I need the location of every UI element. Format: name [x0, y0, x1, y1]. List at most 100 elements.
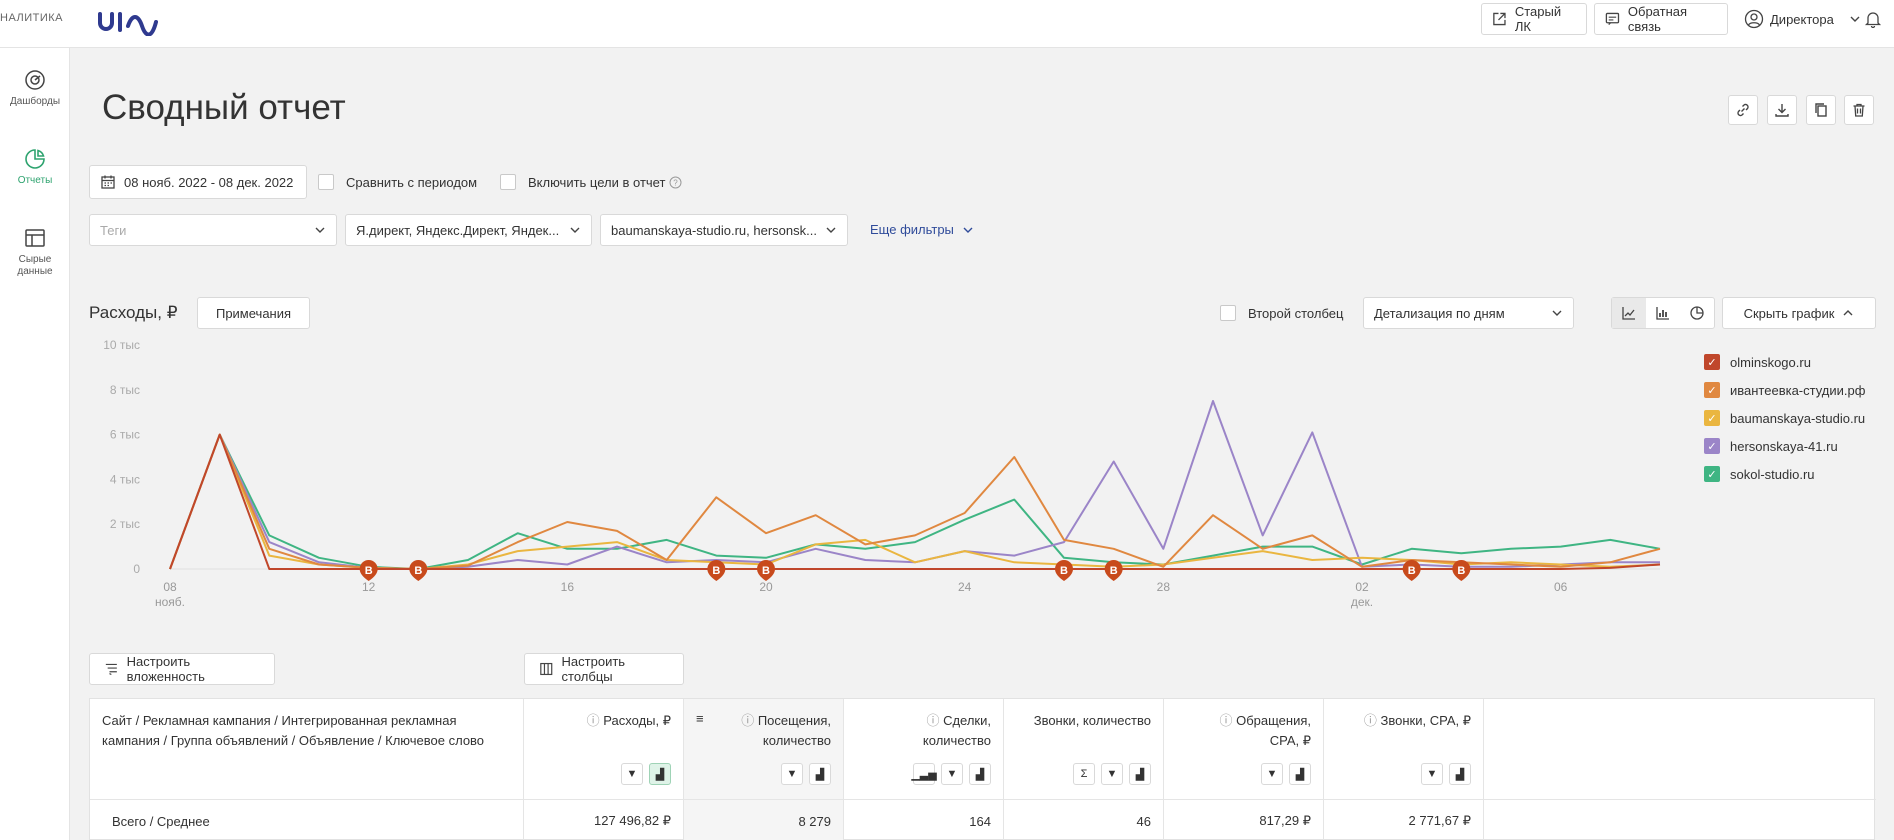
- column-header-label: ⓘ Звонки, CPA, ₽: [1364, 711, 1471, 731]
- filter-icon[interactable]: ▼: [1421, 763, 1443, 785]
- more-filters-label: Еще фильтры: [870, 222, 954, 237]
- column-header-label: ⓘ Обращения, CPA, ₽: [1191, 711, 1311, 751]
- column-header-dimensions[interactable]: Сайт / Рекламная кампания / Интегрирован…: [90, 699, 524, 799]
- legend-checkbox[interactable]: ✓: [1704, 438, 1720, 454]
- second-column-label: Второй столбец: [1248, 305, 1344, 321]
- column-header-text: Обращения, CPA, ₽: [1236, 713, 1311, 748]
- column-header-text: Посещения, количество: [757, 713, 831, 748]
- column-header-label: Звонки, количество: [1033, 713, 1151, 728]
- column-header-deals[interactable]: ⓘ Сделки, количество ▁▃▅ ▼ ▟: [844, 699, 1004, 799]
- note-marker-label: В: [712, 565, 720, 577]
- compare-period-checkbox[interactable]: Сравнить с периодом: [318, 174, 477, 190]
- old-lk-button[interactable]: Старый ЛК: [1481, 3, 1587, 35]
- chart-toggle-icon[interactable]: ▟: [1289, 763, 1311, 785]
- sum-icon[interactable]: Σ: [1073, 763, 1095, 785]
- delete-button[interactable]: [1844, 95, 1874, 125]
- configure-columns-button[interactable]: Настроить столбцы: [524, 653, 684, 685]
- legend-checkbox[interactable]: ✓: [1704, 354, 1720, 370]
- include-goals-checkbox[interactable]: Включить цели в отчет ?: [500, 174, 682, 190]
- more-filters-link[interactable]: Еще фильтры: [870, 222, 974, 237]
- filter-icon[interactable]: ▼: [941, 763, 963, 785]
- uis-logo[interactable]: [96, 8, 160, 36]
- legend-checkbox[interactable]: ✓: [1704, 382, 1720, 398]
- y-tick-label: 8 тыс: [110, 383, 140, 397]
- link-icon: [1737, 103, 1749, 117]
- filter-icon[interactable]: ▼: [1261, 763, 1283, 785]
- legend-item-ivanteevka[interactable]: ✓ ивантеевка-студии.рф: [1704, 376, 1865, 404]
- legend-checkbox[interactable]: ✓: [1704, 410, 1720, 426]
- sources-value: Я.директ, Яндекс.Директ, Яндек...: [356, 222, 560, 238]
- sort-icon[interactable]: ≡: [696, 711, 704, 726]
- chevron-down-icon: [315, 227, 325, 233]
- help-icon[interactable]: ⓘ: [926, 713, 944, 728]
- line-chart-toggle[interactable]: [1612, 298, 1646, 328]
- pie-chart-toggle[interactable]: [1680, 298, 1714, 328]
- sources-select[interactable]: Я.директ, Яндекс.Директ, Яндек...: [345, 214, 592, 246]
- legend-label: olminskogo.ru: [1730, 354, 1811, 370]
- column-header-expenses[interactable]: ⓘ Расходы, ₽ ▼ ▟: [524, 699, 684, 799]
- trash-icon: [1853, 103, 1865, 117]
- help-icon[interactable]: ⓘ: [586, 713, 604, 728]
- copy-link-button[interactable]: [1728, 95, 1758, 125]
- copy-icon: [1815, 103, 1827, 117]
- second-column-checkbox[interactable]: Второй столбец: [1220, 305, 1343, 321]
- sidebar-item-dashboards[interactable]: Дашборды: [0, 68, 70, 108]
- sidebar-item-label: Сырые данные: [17, 254, 53, 277]
- sidebar-item-raw-data[interactable]: Сырые данные: [0, 226, 70, 278]
- detail-select[interactable]: Детализация по дням: [1363, 297, 1574, 329]
- section-name: НАЛИТИКА: [0, 12, 64, 24]
- legend-item-hersonskaya[interactable]: ✓ hersonskaya-41.ru: [1704, 432, 1865, 460]
- column-header-calls-cpa[interactable]: ⓘ Звонки, CPA, ₽ ▼ ▟: [1324, 699, 1484, 799]
- legend-label: baumanskaya-studio.ru: [1730, 410, 1866, 426]
- chart-toggle-icon[interactable]: ▟: [649, 763, 671, 785]
- filter-icon[interactable]: ▼: [781, 763, 803, 785]
- help-icon[interactable]: ?: [669, 176, 682, 189]
- bell-icon[interactable]: [1864, 10, 1882, 28]
- chart-type-switch: [1611, 297, 1715, 329]
- date-range-picker[interactable]: 08 нояб. 2022 - 08 дек. 2022: [89, 165, 307, 199]
- user-menu[interactable]: Директора: [1744, 3, 1862, 35]
- legend-item-baumanskaya[interactable]: ✓ baumanskaya-studio.ru: [1704, 404, 1865, 432]
- legend-checkbox[interactable]: ✓: [1704, 466, 1720, 482]
- feedback-button[interactable]: Обратная связь: [1594, 3, 1728, 35]
- chart-toggle-icon[interactable]: ▟: [1129, 763, 1151, 785]
- sidebar-item-reports[interactable]: Отчеты: [0, 147, 70, 187]
- chart-toggle-icon[interactable]: ▟: [809, 763, 831, 785]
- note-marker: [1452, 560, 1471, 581]
- checkbox-box[interactable]: [500, 174, 516, 190]
- duplicate-button[interactable]: [1806, 95, 1836, 125]
- download-button[interactable]: [1767, 95, 1797, 125]
- compare-period-label: Сравнить с периодом: [346, 174, 478, 190]
- y-tick-label: 10 тыс: [103, 338, 140, 352]
- bars-icon[interactable]: ▁▃▅: [911, 763, 937, 785]
- filter-icon[interactable]: ▼: [621, 763, 643, 785]
- chart-toggle-icon[interactable]: ▟: [969, 763, 991, 785]
- help-icon[interactable]: ⓘ: [1219, 713, 1237, 728]
- tags-select[interactable]: Теги: [89, 214, 337, 246]
- column-header-requests-cpa[interactable]: ⓘ Обращения, CPA, ₽ ▼ ▟: [1164, 699, 1324, 799]
- column-header-visits[interactable]: ≡ ⓘ Посещения, количество ▼ ▟: [684, 699, 844, 799]
- column-header-calls[interactable]: Звонки, количество Σ ▼ ▟: [1004, 699, 1164, 799]
- tags-placeholder: Теги: [100, 222, 127, 238]
- sites-select[interactable]: baumanskaya-studio.ru, hersonsk...: [600, 214, 848, 246]
- help-icon[interactable]: ⓘ: [741, 713, 758, 728]
- dashboard-icon: [25, 70, 45, 90]
- report-table: Сайт / Рекламная кампания / Интегрирован…: [89, 698, 1876, 840]
- bar-chart-toggle[interactable]: [1646, 298, 1680, 328]
- note-marker-label: В: [365, 565, 373, 577]
- column-header-label: ⓘ Посещения, количество: [711, 711, 831, 751]
- x-tick-sublabel: дек.: [1351, 595, 1373, 609]
- note-marker-label: В: [1408, 565, 1416, 577]
- checkbox-box[interactable]: [1220, 305, 1236, 321]
- note-marker: [707, 560, 726, 581]
- help-icon[interactable]: ⓘ: [1363, 713, 1381, 728]
- legend-item-olminskogo[interactable]: ✓ olminskogo.ru: [1704, 348, 1865, 376]
- notes-button[interactable]: Примечания: [197, 297, 310, 329]
- legend-item-sokol[interactable]: ✓ sokol-studio.ru: [1704, 460, 1865, 488]
- configure-nesting-button[interactable]: Настроить вложенность: [89, 653, 275, 685]
- checkbox-box[interactable]: [318, 174, 334, 190]
- table-row-total[interactable]: Всего / Среднее 127 496,82 ₽ 8 279 164 4…: [90, 799, 1876, 840]
- chart-toggle-icon[interactable]: ▟: [1449, 763, 1471, 785]
- hide-chart-button[interactable]: Скрыть график: [1722, 297, 1876, 329]
- filter-icon[interactable]: ▼: [1101, 763, 1123, 785]
